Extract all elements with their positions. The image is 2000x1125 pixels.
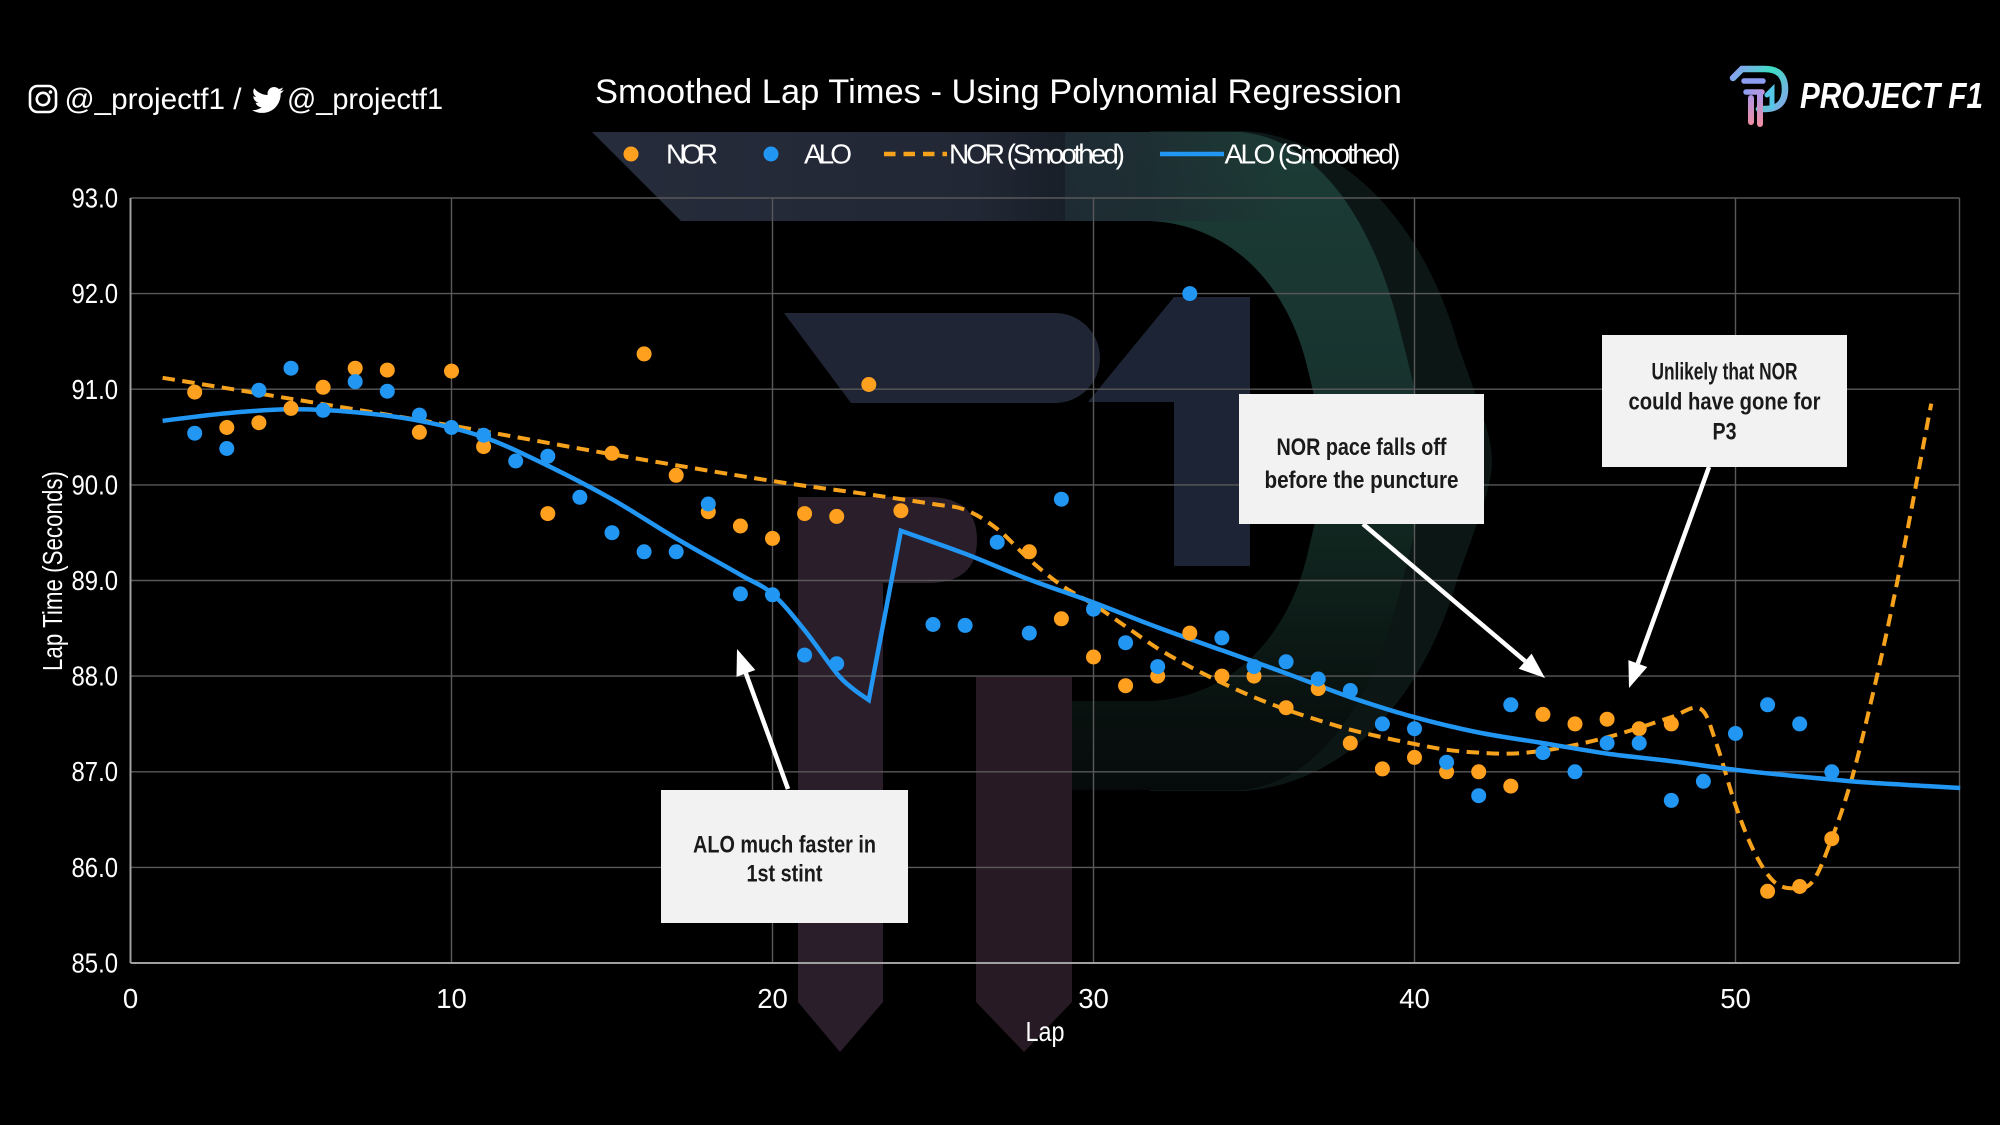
svg-text:90.0: 90.0 xyxy=(72,469,119,500)
svg-text:20: 20 xyxy=(757,983,788,1014)
svg-text:Lap Time (Seconds): Lap Time (Seconds) xyxy=(37,471,68,671)
svg-text:NOR (Smoothed): NOR (Smoothed) xyxy=(949,139,1125,170)
svg-text:85.0: 85.0 xyxy=(72,948,119,979)
svg-text:10: 10 xyxy=(436,983,467,1014)
svg-text:1st stint: 1st stint xyxy=(747,861,823,888)
svg-text:NOR: NOR xyxy=(666,139,718,170)
svg-text:NOR pace falls off: NOR pace falls off xyxy=(1277,434,1448,461)
svg-text:91.0: 91.0 xyxy=(72,374,119,405)
svg-text:Smoothed Lap Times - Using Pol: Smoothed Lap Times - Using Polynomial Re… xyxy=(595,73,1402,111)
svg-text:@_projectf1: @_projectf1 xyxy=(287,83,443,116)
svg-text:P3: P3 xyxy=(1713,419,1737,446)
svg-text:could have gone for: could have gone for xyxy=(1629,389,1821,416)
svg-text:89.0: 89.0 xyxy=(72,565,119,596)
svg-text:0: 0 xyxy=(123,983,138,1014)
svg-text:40: 40 xyxy=(1399,983,1430,1014)
svg-text:ALO (Smoothed): ALO (Smoothed) xyxy=(1225,139,1401,170)
svg-text:88.0: 88.0 xyxy=(72,661,119,692)
svg-text:ALO: ALO xyxy=(804,139,852,170)
svg-text:92.0: 92.0 xyxy=(72,278,119,309)
svg-text:before the puncture: before the puncture xyxy=(1265,467,1459,494)
svg-text:Unlikely that NOR: Unlikely that NOR xyxy=(1652,359,1798,386)
svg-text:86.0: 86.0 xyxy=(72,852,119,883)
svg-text:30: 30 xyxy=(1078,983,1109,1014)
svg-text:ALO much faster in: ALO much faster in xyxy=(693,832,876,859)
svg-text:@_projectf1 /: @_projectf1 / xyxy=(65,83,243,116)
svg-text:50: 50 xyxy=(1720,983,1751,1014)
svg-text:PROJECT F1: PROJECT F1 xyxy=(1800,75,1983,116)
svg-text:87.0: 87.0 xyxy=(72,756,119,787)
svg-text:93.0: 93.0 xyxy=(72,183,119,214)
svg-text:Lap: Lap xyxy=(1026,1016,1065,1047)
